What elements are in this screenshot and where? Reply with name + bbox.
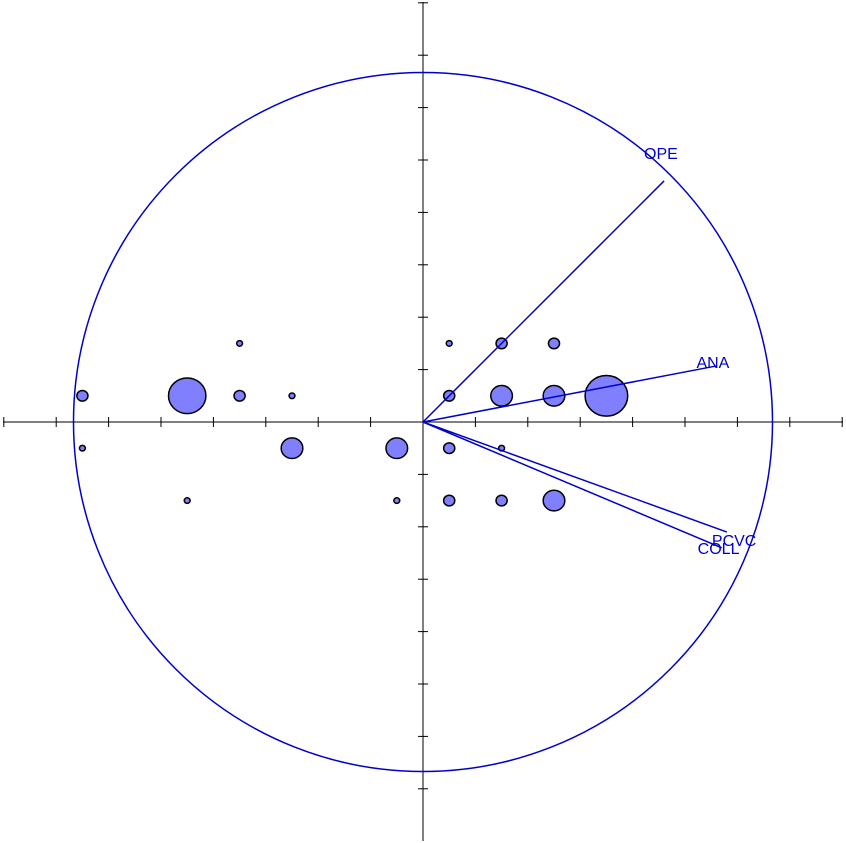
bubbles-layer <box>76 337 629 512</box>
data-point <box>76 389 89 402</box>
variable-arrow-pcvc <box>422 421 728 533</box>
data-point <box>542 384 566 407</box>
data-point <box>584 374 629 417</box>
variable-label-ope: OPE <box>644 146 678 163</box>
data-point <box>442 494 456 507</box>
variable-label-pcvc: PCVC <box>712 533 756 550</box>
y-axis-ticks <box>418 2 428 790</box>
correlation-circle <box>72 71 774 773</box>
variable-label-coll: COLL <box>698 541 740 558</box>
variable-arrow-coll <box>422 421 722 549</box>
data-point <box>490 384 514 407</box>
data-point <box>442 442 456 455</box>
variable-arrow-ana <box>422 365 717 423</box>
data-point <box>183 497 191 505</box>
variable-arrow-ope <box>422 180 665 423</box>
data-point <box>547 337 561 350</box>
data-point <box>393 497 401 505</box>
data-point <box>280 437 304 460</box>
data-point <box>78 444 87 452</box>
data-point <box>385 437 409 460</box>
data-point <box>235 339 244 347</box>
data-point <box>233 389 246 402</box>
data-point <box>542 489 566 512</box>
variable-label-ana: ANA <box>696 355 729 372</box>
data-point <box>288 392 296 400</box>
data-point <box>445 339 453 347</box>
data-point <box>495 494 508 507</box>
variable-arrows-layer <box>422 180 728 549</box>
data-point <box>167 377 207 415</box>
x-axis-ticks <box>3 417 843 427</box>
